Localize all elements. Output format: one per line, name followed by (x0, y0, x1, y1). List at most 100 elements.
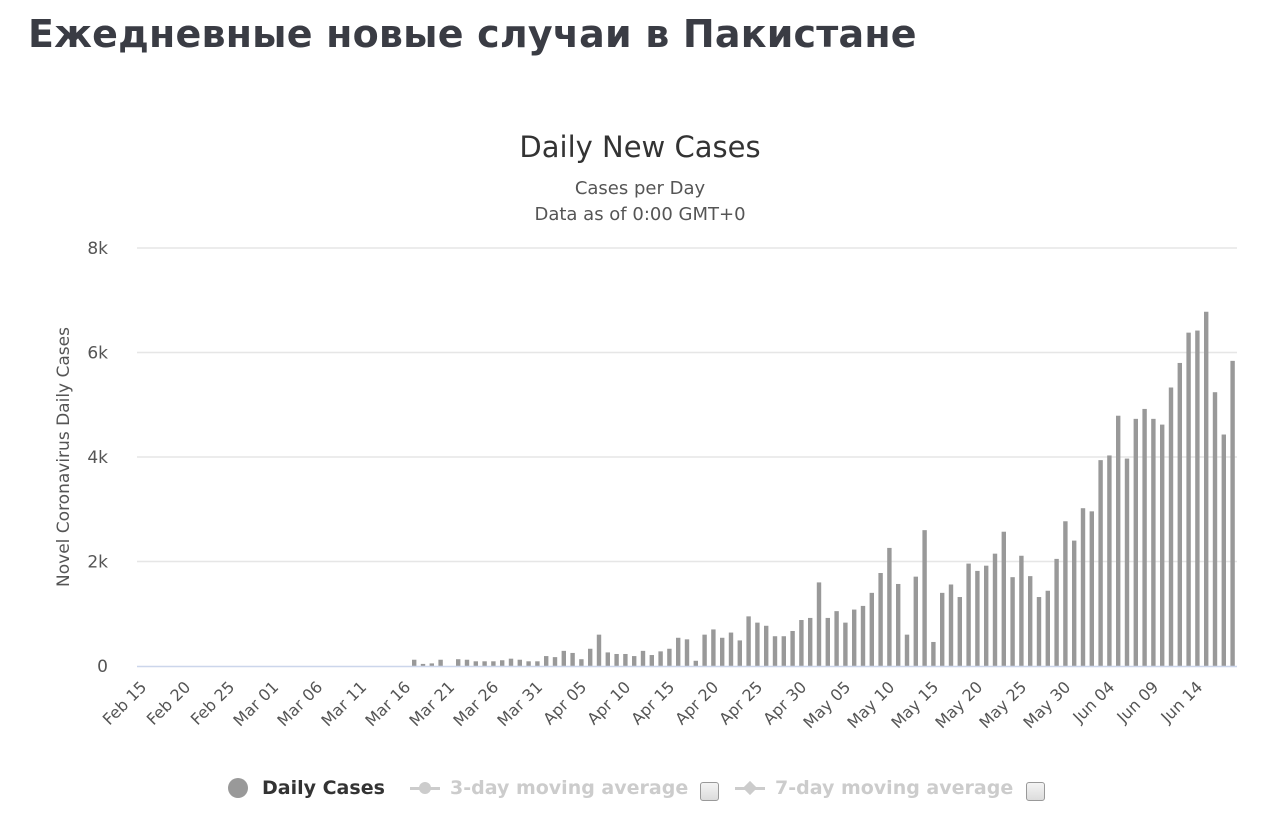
bar[interactable] (420, 663, 426, 666)
bar[interactable] (711, 629, 716, 666)
bar[interactable] (808, 617, 813, 666)
bar[interactable] (702, 634, 707, 666)
bar[interactable] (1177, 362, 1182, 666)
bar[interactable] (720, 637, 725, 666)
bar[interactable] (684, 639, 690, 666)
bar[interactable] (755, 622, 760, 666)
bar[interactable] (957, 597, 962, 666)
checkbox-7-day-average[interactable] (1026, 782, 1045, 801)
bar[interactable] (852, 609, 857, 666)
bar[interactable] (1028, 576, 1033, 666)
bar[interactable] (799, 620, 804, 666)
bar[interactable] (1107, 455, 1112, 666)
bar[interactable] (1010, 577, 1015, 666)
bar[interactable] (790, 630, 795, 666)
bar[interactable] (1151, 418, 1156, 666)
x-tick-label: Apr 10 (583, 677, 634, 728)
bar[interactable] (535, 661, 540, 666)
bar[interactable] (825, 617, 830, 666)
bar[interactable] (552, 657, 558, 666)
bar[interactable] (412, 659, 417, 666)
bar[interactable] (1054, 558, 1059, 666)
bar[interactable] (878, 573, 883, 666)
legend-item-7-day-average[interactable]: 7-day moving average (735, 772, 1013, 804)
bar[interactable] (658, 651, 663, 666)
bar[interactable] (975, 570, 980, 666)
bar[interactable] (781, 636, 786, 666)
bar[interactable] (931, 641, 936, 666)
bar[interactable] (517, 659, 522, 666)
bar[interactable] (1089, 511, 1094, 666)
bar[interactable] (667, 648, 672, 666)
bar[interactable] (693, 660, 698, 666)
bar[interactable] (1168, 387, 1174, 666)
bar[interactable] (614, 653, 619, 666)
bar[interactable] (896, 583, 901, 666)
bar[interactable] (579, 659, 584, 666)
bar[interactable] (526, 661, 531, 666)
bar[interactable] (561, 650, 566, 666)
bar[interactable] (966, 563, 971, 666)
bar[interactable] (772, 636, 778, 666)
bar[interactable] (984, 565, 989, 666)
bar[interactable] (1072, 540, 1077, 666)
bar[interactable] (992, 553, 998, 666)
bar[interactable] (948, 584, 954, 666)
bar[interactable] (456, 659, 461, 666)
bar[interactable] (860, 605, 866, 666)
bar[interactable] (1133, 418, 1138, 666)
bar[interactable] (728, 632, 734, 666)
bar[interactable] (1221, 434, 1226, 666)
bar[interactable] (596, 634, 602, 666)
bar[interactable] (1186, 332, 1191, 666)
bar[interactable] (438, 659, 443, 666)
bar[interactable] (1019, 555, 1024, 666)
bar[interactable] (544, 656, 549, 666)
bar[interactable] (904, 634, 910, 666)
bar[interactable] (429, 663, 434, 666)
bar[interactable] (1212, 392, 1218, 666)
bar[interactable] (922, 530, 927, 666)
bar[interactable] (764, 625, 769, 666)
bar[interactable] (508, 658, 514, 666)
bar[interactable] (491, 661, 496, 666)
bar[interactable] (588, 648, 593, 666)
bar[interactable] (464, 659, 470, 666)
bar[interactable] (640, 650, 646, 666)
bar[interactable] (887, 547, 892, 666)
bar[interactable] (1142, 408, 1147, 666)
bar[interactable] (940, 592, 945, 666)
bar[interactable] (1098, 460, 1103, 666)
bar[interactable] (482, 661, 487, 666)
bar-series[interactable] (412, 311, 1235, 666)
bar[interactable] (649, 655, 654, 666)
bar[interactable] (1116, 415, 1121, 666)
bar[interactable] (500, 660, 505, 666)
bar[interactable] (1036, 597, 1042, 666)
bar[interactable] (1001, 531, 1006, 666)
bar[interactable] (1160, 424, 1165, 666)
bar[interactable] (605, 652, 610, 666)
bar[interactable] (913, 576, 918, 666)
bar[interactable] (632, 656, 637, 666)
bar[interactable] (1230, 360, 1235, 666)
bar[interactable] (473, 661, 478, 666)
bar[interactable] (1063, 521, 1068, 666)
bar[interactable] (1045, 590, 1050, 666)
legend-item-3-day-average[interactable]: 3-day moving average (410, 772, 688, 804)
bar[interactable] (834, 611, 839, 666)
bar[interactable] (746, 616, 751, 666)
bar[interactable] (737, 640, 742, 666)
bar[interactable] (869, 592, 874, 666)
bar[interactable] (570, 652, 575, 666)
bar[interactable] (1195, 330, 1200, 666)
bar[interactable] (676, 637, 681, 666)
legend-item-daily-cases[interactable]: Daily Cases (228, 772, 385, 804)
checkbox-3-day-average[interactable] (700, 782, 719, 801)
bar[interactable] (843, 622, 848, 666)
bar[interactable] (1080, 508, 1086, 666)
bar[interactable] (1204, 311, 1209, 666)
bar[interactable] (1124, 458, 1130, 666)
bar[interactable] (623, 653, 628, 666)
bar[interactable] (816, 582, 822, 666)
